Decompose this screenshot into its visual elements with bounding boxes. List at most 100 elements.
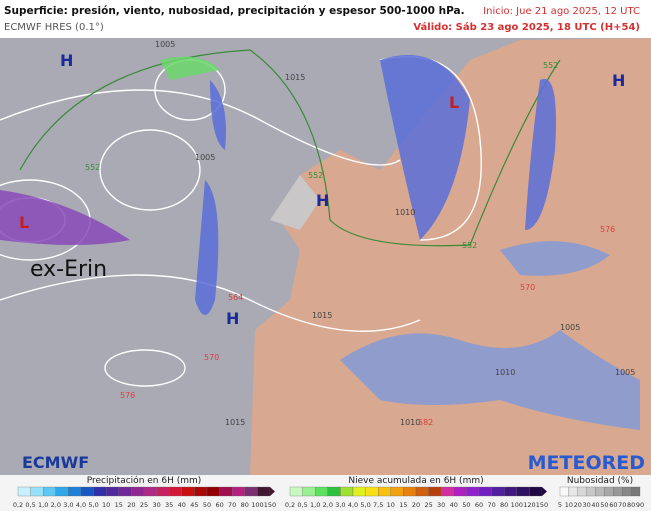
legend-swatch: [630, 486, 641, 497]
legend-swatch: [55, 486, 69, 497]
isobar-label: 1015: [285, 73, 305, 82]
thickness-label: 570: [204, 353, 219, 362]
legend-tick: 10: [565, 501, 573, 509]
thickness-552: [19, 49, 561, 247]
legend-tick: 1,0: [38, 501, 48, 509]
thickness-label: 576: [120, 391, 135, 400]
legend-tick: 30: [583, 501, 591, 509]
legend-swatch: [622, 486, 632, 497]
legend-tick: 100: [251, 501, 263, 509]
legend-tick: 100: [511, 501, 523, 509]
logo-right: METEORED: [528, 452, 645, 474]
isobar-label: 1015: [225, 418, 245, 427]
precipitation: [0, 55, 556, 315]
legends: Precipitación en 6H (mm)0,2 0,5 1,0 2,0 3,0 4…: [0, 475, 651, 511]
legend-swatch: [428, 486, 442, 497]
legend-swatch: [206, 486, 220, 497]
high-center: H: [226, 309, 239, 328]
legend-tick: 60: [475, 501, 483, 509]
legend-swatch: [68, 486, 82, 497]
legend-tick: 0,5: [297, 501, 307, 509]
legend-tick: 80: [500, 501, 508, 509]
legend-swatch: [568, 486, 578, 497]
legend-tick: 5: [558, 501, 562, 509]
legend-tick: 25: [424, 501, 432, 509]
legend-tick: 7,5: [373, 501, 383, 509]
high-center: H: [60, 51, 73, 70]
legend-tick: 5,0: [360, 501, 370, 509]
legend-tick: 5,0: [88, 501, 98, 509]
legend-tick: 20: [127, 501, 135, 509]
legend-tick: 25: [140, 501, 148, 509]
legend-tick: 70: [487, 501, 495, 509]
legend-swatch: [529, 486, 543, 497]
legend-swatch: [403, 486, 417, 497]
high-center: H: [316, 191, 329, 210]
legend-tick: 2,0: [51, 501, 61, 509]
title: Superficie: presión, viento, nubosidad, …: [4, 5, 465, 17]
legend-tick: 3,0: [63, 501, 73, 509]
thickness-label: 576: [600, 225, 615, 234]
legend-swatch: [219, 486, 233, 497]
isobar-label: 1005: [195, 153, 215, 162]
valid: Válido: Sáb 23 ago 2025, 18 UTC (H+54): [413, 21, 640, 33]
legend-swatch: [118, 486, 132, 497]
legend-swatch: [504, 486, 517, 497]
thickness-label: 570: [520, 283, 535, 292]
legend-swatch: [169, 486, 182, 497]
legend-tick: 150: [264, 501, 276, 509]
legend-swatch: [613, 486, 623, 497]
legend-tick: 20: [574, 501, 582, 509]
legend-arrow: [542, 487, 547, 496]
isobar-label: 1015: [312, 311, 332, 320]
black-sea: [500, 241, 610, 276]
isobar-label: 1010: [395, 208, 415, 217]
legend-tick: 15: [399, 501, 407, 509]
legend-swatch: [93, 486, 107, 497]
legend-swatch: [415, 486, 429, 497]
legend-tick: 20: [412, 501, 420, 509]
legend-title: Nubosidad (%): [567, 476, 633, 486]
legend-tick: 60: [215, 501, 223, 509]
britain: [270, 175, 320, 230]
legend-tick: 0,2: [13, 501, 23, 509]
legend-tick: 2,0: [323, 501, 333, 509]
legend-swatch: [181, 486, 195, 497]
isobar-label: 1005: [615, 368, 635, 377]
model: ECMWF HRES (0.1°): [4, 22, 104, 33]
legend-swatch: [106, 486, 119, 497]
thickness-label: 552: [543, 61, 558, 70]
legend-tick: 35: [165, 501, 173, 509]
legend-swatch: [156, 486, 170, 497]
legend-swatch: [378, 486, 391, 497]
legend-swatch: [516, 486, 530, 497]
legend-swatch: [302, 486, 316, 497]
legend-tick: 15: [115, 501, 123, 509]
legend-swatch: [194, 486, 208, 497]
legend-tick: 60: [609, 501, 617, 509]
legend-tick: 0,2: [285, 501, 295, 509]
legend-tick: 4,0: [348, 501, 358, 509]
legend-arrow: [270, 487, 275, 496]
legend-tick: 3,0: [335, 501, 345, 509]
legend-tick: 1,0: [310, 501, 320, 509]
legend-tick: 30: [152, 501, 160, 509]
high-center: H: [612, 71, 625, 90]
thickness-label: 552: [462, 241, 477, 250]
legend-swatch: [30, 486, 44, 497]
isobar-label: 1005: [560, 323, 580, 332]
mediterranean: [340, 330, 640, 430]
legend-tick: 0,5: [25, 501, 35, 509]
legend-swatch: [390, 486, 404, 497]
legend-tick: 80: [627, 501, 635, 509]
legend-swatch: [352, 486, 366, 497]
legend-swatch: [315, 486, 328, 497]
legend-swatch: [143, 486, 157, 497]
legend-swatch: [257, 486, 271, 497]
legend-swatch: [340, 486, 354, 497]
thickness-label: 582: [418, 418, 433, 427]
legend-tick: 90: [636, 501, 644, 509]
logo-left: ECMWF: [22, 453, 89, 472]
legend-tick: 80: [241, 501, 249, 509]
